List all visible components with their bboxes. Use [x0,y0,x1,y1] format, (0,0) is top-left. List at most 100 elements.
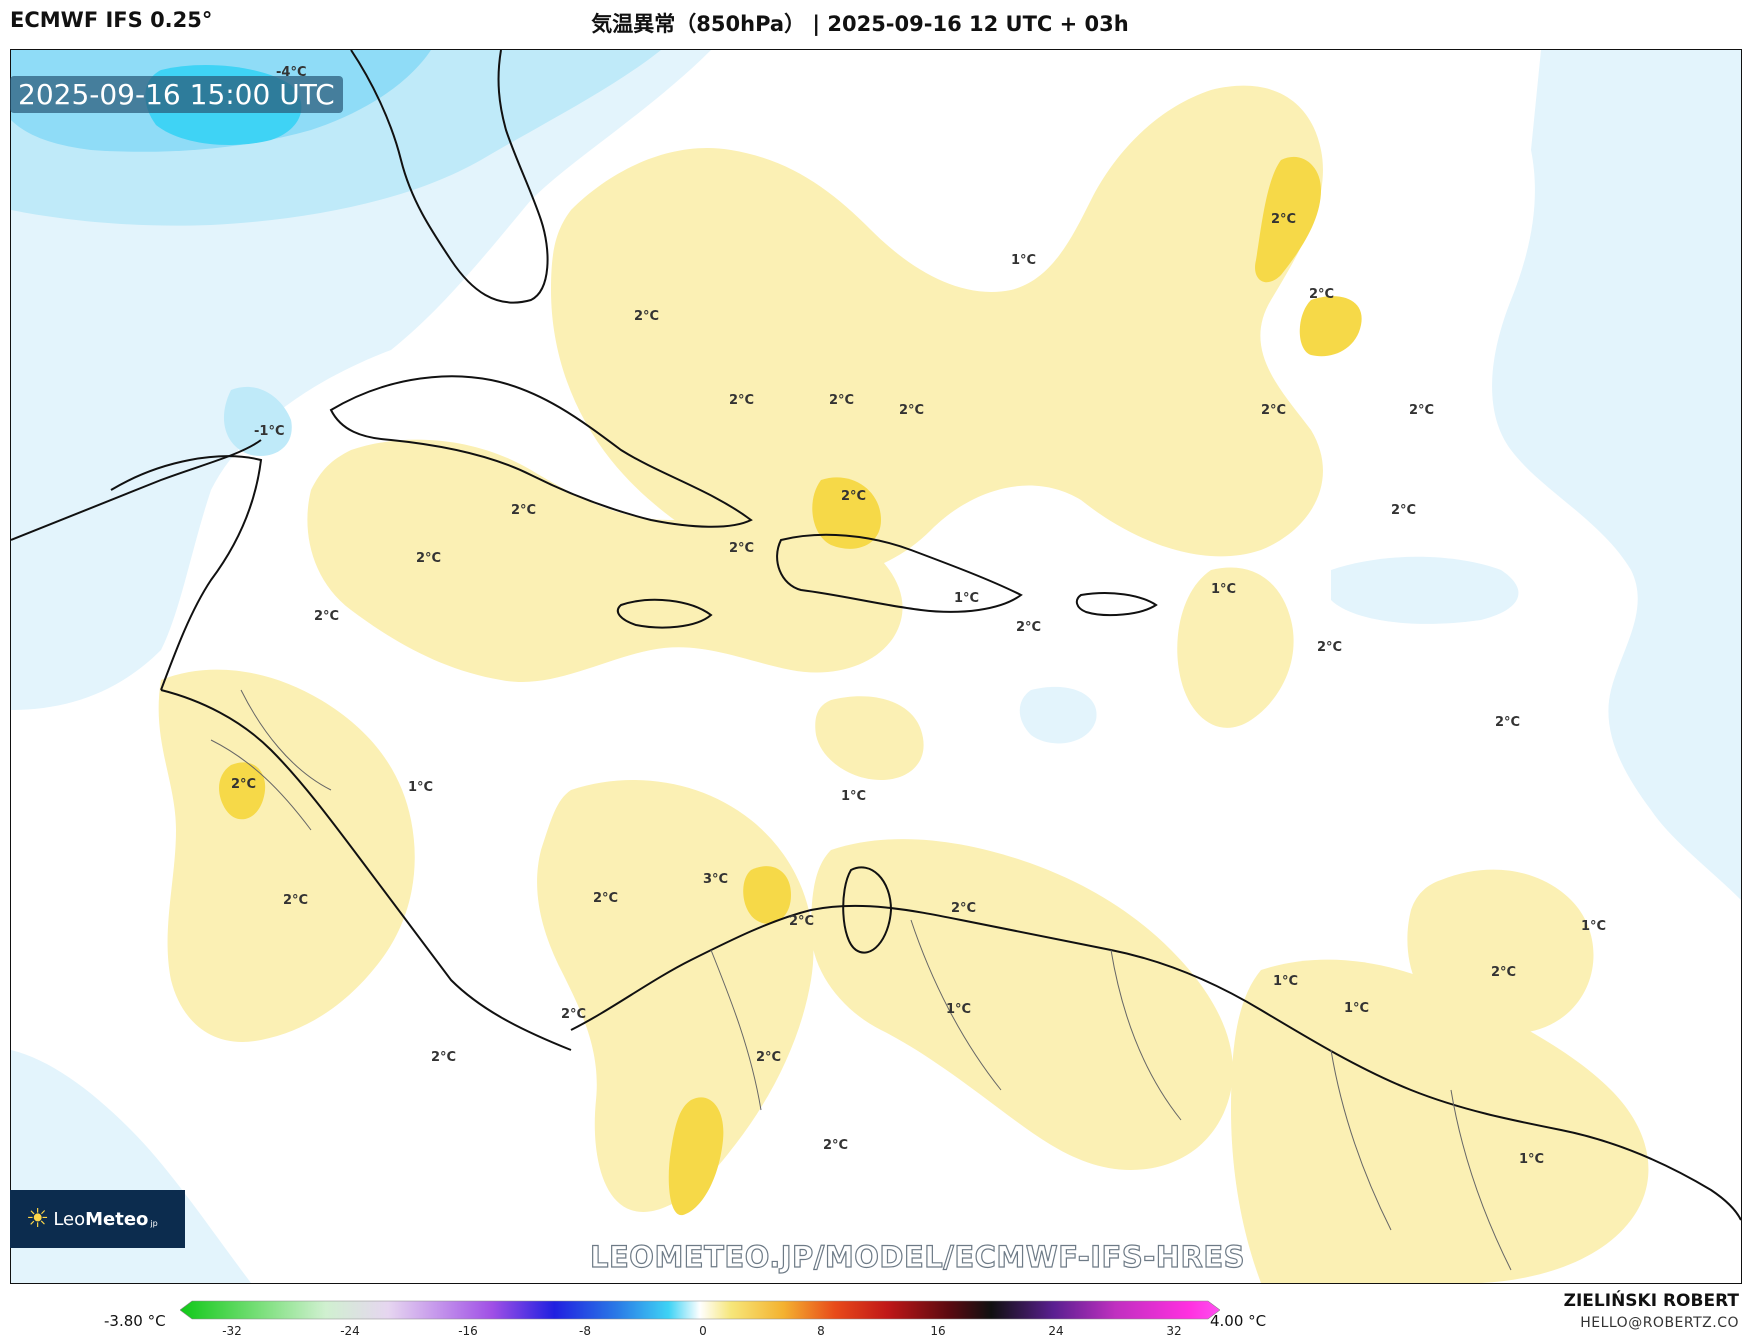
cold-region-east [1492,50,1741,900]
hispaniola-coast [776,533,1023,613]
gulf-coast [11,439,262,541]
contour-label: 2°C [829,393,854,408]
border-6 [1330,1049,1392,1231]
contour-label: 2°C [951,901,976,916]
leometeo-logo[interactable]: ☀ Leo Meteo jp [10,1190,185,1248]
contour-label: 2°C [231,777,256,792]
logo-brand-a: Leo [53,1208,86,1230]
color-scale-bar [180,1300,1220,1320]
contour-label: 2°C [431,1050,456,1065]
contour-label: 2°C [823,1138,848,1153]
legend-tick: 32 [1166,1324,1182,1338]
contour-label: 1°C [1344,1001,1369,1016]
contour-label: 2°C [1495,715,1520,730]
warm-core-1 [1255,156,1321,283]
valid-time-badge: 2025-09-16 15:00 UTC [10,76,343,113]
contour-label: 2°C [561,1007,586,1022]
model-name: ECMWF IFS 0.25° [10,8,213,32]
puerto-rico-coast [1075,592,1158,617]
legend-min-label: -3.80 °C [104,1312,166,1330]
contour-label: 2°C [283,893,308,908]
map-title: 気温異常（850hPa） | 2025-09-16 12 UTC + 03h [591,12,1129,36]
map-canvas: -4°C -1°C 1°C 1°C 1°C 1°C 1°C 1°C 1°C 1°… [11,50,1741,1283]
contour-label: 2°C [899,403,924,418]
yucatan-coast [110,455,263,691]
contour-label: 2°C [1016,620,1041,635]
warm-core-2 [1299,296,1362,357]
legend-tick: 16 [930,1324,946,1338]
contour-label: 2°C [841,489,866,504]
contour-labels: -4°C -1°C 1°C 1°C 1°C 1°C 1°C 1°C 1°C 1°… [231,65,1606,1167]
contour-label: 1°C [954,591,979,606]
contour-label: 2°C [1261,403,1286,418]
warm-core-3 [743,866,791,924]
contour-label: 1°C [946,1002,971,1017]
legend-tick: -32 [222,1324,242,1338]
warm-core-6 [219,762,266,820]
central-america-coast [160,689,572,1051]
warm-region-antilles [1177,567,1294,728]
legend-tick: 0 [699,1324,707,1338]
warm-region-venezuela [811,839,1233,1170]
contour-label: -1°C [254,424,284,439]
weather-map[interactable]: -4°C -1°C 1°C 1°C 1°C 1°C 1°C 1°C 1°C 1°… [10,49,1742,1284]
contour-label: 1°C [1581,919,1606,934]
warm-region-midsea [815,696,924,780]
warm-region-guianas [1231,959,1649,1283]
contour-label: 1°C [1211,582,1236,597]
contour-label: 1°C [841,789,866,804]
cold-pocket-gulf [223,386,292,456]
contour-label: 2°C [729,393,754,408]
contour-label: 1°C [1273,974,1298,989]
legend-tick: -8 [579,1324,591,1338]
contour-label: 1°C [1011,253,1036,268]
contour-label: 2°C [1491,965,1516,980]
coastlines [11,50,1741,1221]
warm-region-east-atlantic [1407,869,1594,1034]
cold-pocket-atlantic [1331,556,1519,624]
border-3 [710,949,762,1111]
warm-core-5 [812,477,881,549]
maracaibo-coast [842,866,893,954]
legend-tick: 24 [1048,1324,1064,1338]
contour-label: 2°C [1309,287,1334,302]
legend-tick: -24 [340,1324,360,1338]
border-5 [1110,949,1182,1121]
author-name: ZIELIŃSKI ROBERT [1563,1291,1739,1311]
cuba-coast [329,375,753,528]
cold-pocket-caribbean [1019,686,1097,744]
border-1 [210,739,312,831]
florida-coast [350,50,549,304]
south-america-north-coast [570,904,1741,1221]
legend-max-label: 4.00 °C [1210,1312,1267,1330]
contour-label: 2°C [1271,212,1296,227]
legend-tick: 8 [817,1324,825,1338]
logo-brand-b: Meteo [85,1208,149,1230]
contour-label: 2°C [511,503,536,518]
contour-label: 1°C [1519,1152,1544,1167]
cold-region-south [11,1050,251,1283]
warm-region-caribbean-north [307,439,903,683]
border-7 [1450,1089,1512,1271]
author-email[interactable]: HELLO@ROBERTZ.CO [1580,1315,1739,1331]
border-2 [240,689,332,791]
contour-label: 2°C [1391,503,1416,518]
jamaica-coast [616,598,713,629]
contour-label: 2°C [314,609,339,624]
contour-label: 2°C [729,541,754,556]
warm-region-central-america [158,669,415,1042]
contour-label: 2°C [593,891,618,906]
contour-label: 2°C [1409,403,1434,418]
contour-label: 3°C [703,872,728,887]
country-borders [210,689,1512,1271]
contour-label: 2°C [1317,640,1342,655]
border-4 [910,919,1002,1091]
contour-label: 1°C [408,780,433,795]
contour-label: 2°C [416,551,441,566]
legend-tick: -16 [458,1324,478,1338]
sun-icon: ☀ [26,1204,50,1234]
source-watermark: LEOMETEO.JP/MODEL/ECMWF-IFS-HRES [589,1239,1246,1274]
contour-label: 2°C [634,309,659,324]
contour-label: 2°C [756,1050,781,1065]
warm-core-4 [668,1097,724,1216]
